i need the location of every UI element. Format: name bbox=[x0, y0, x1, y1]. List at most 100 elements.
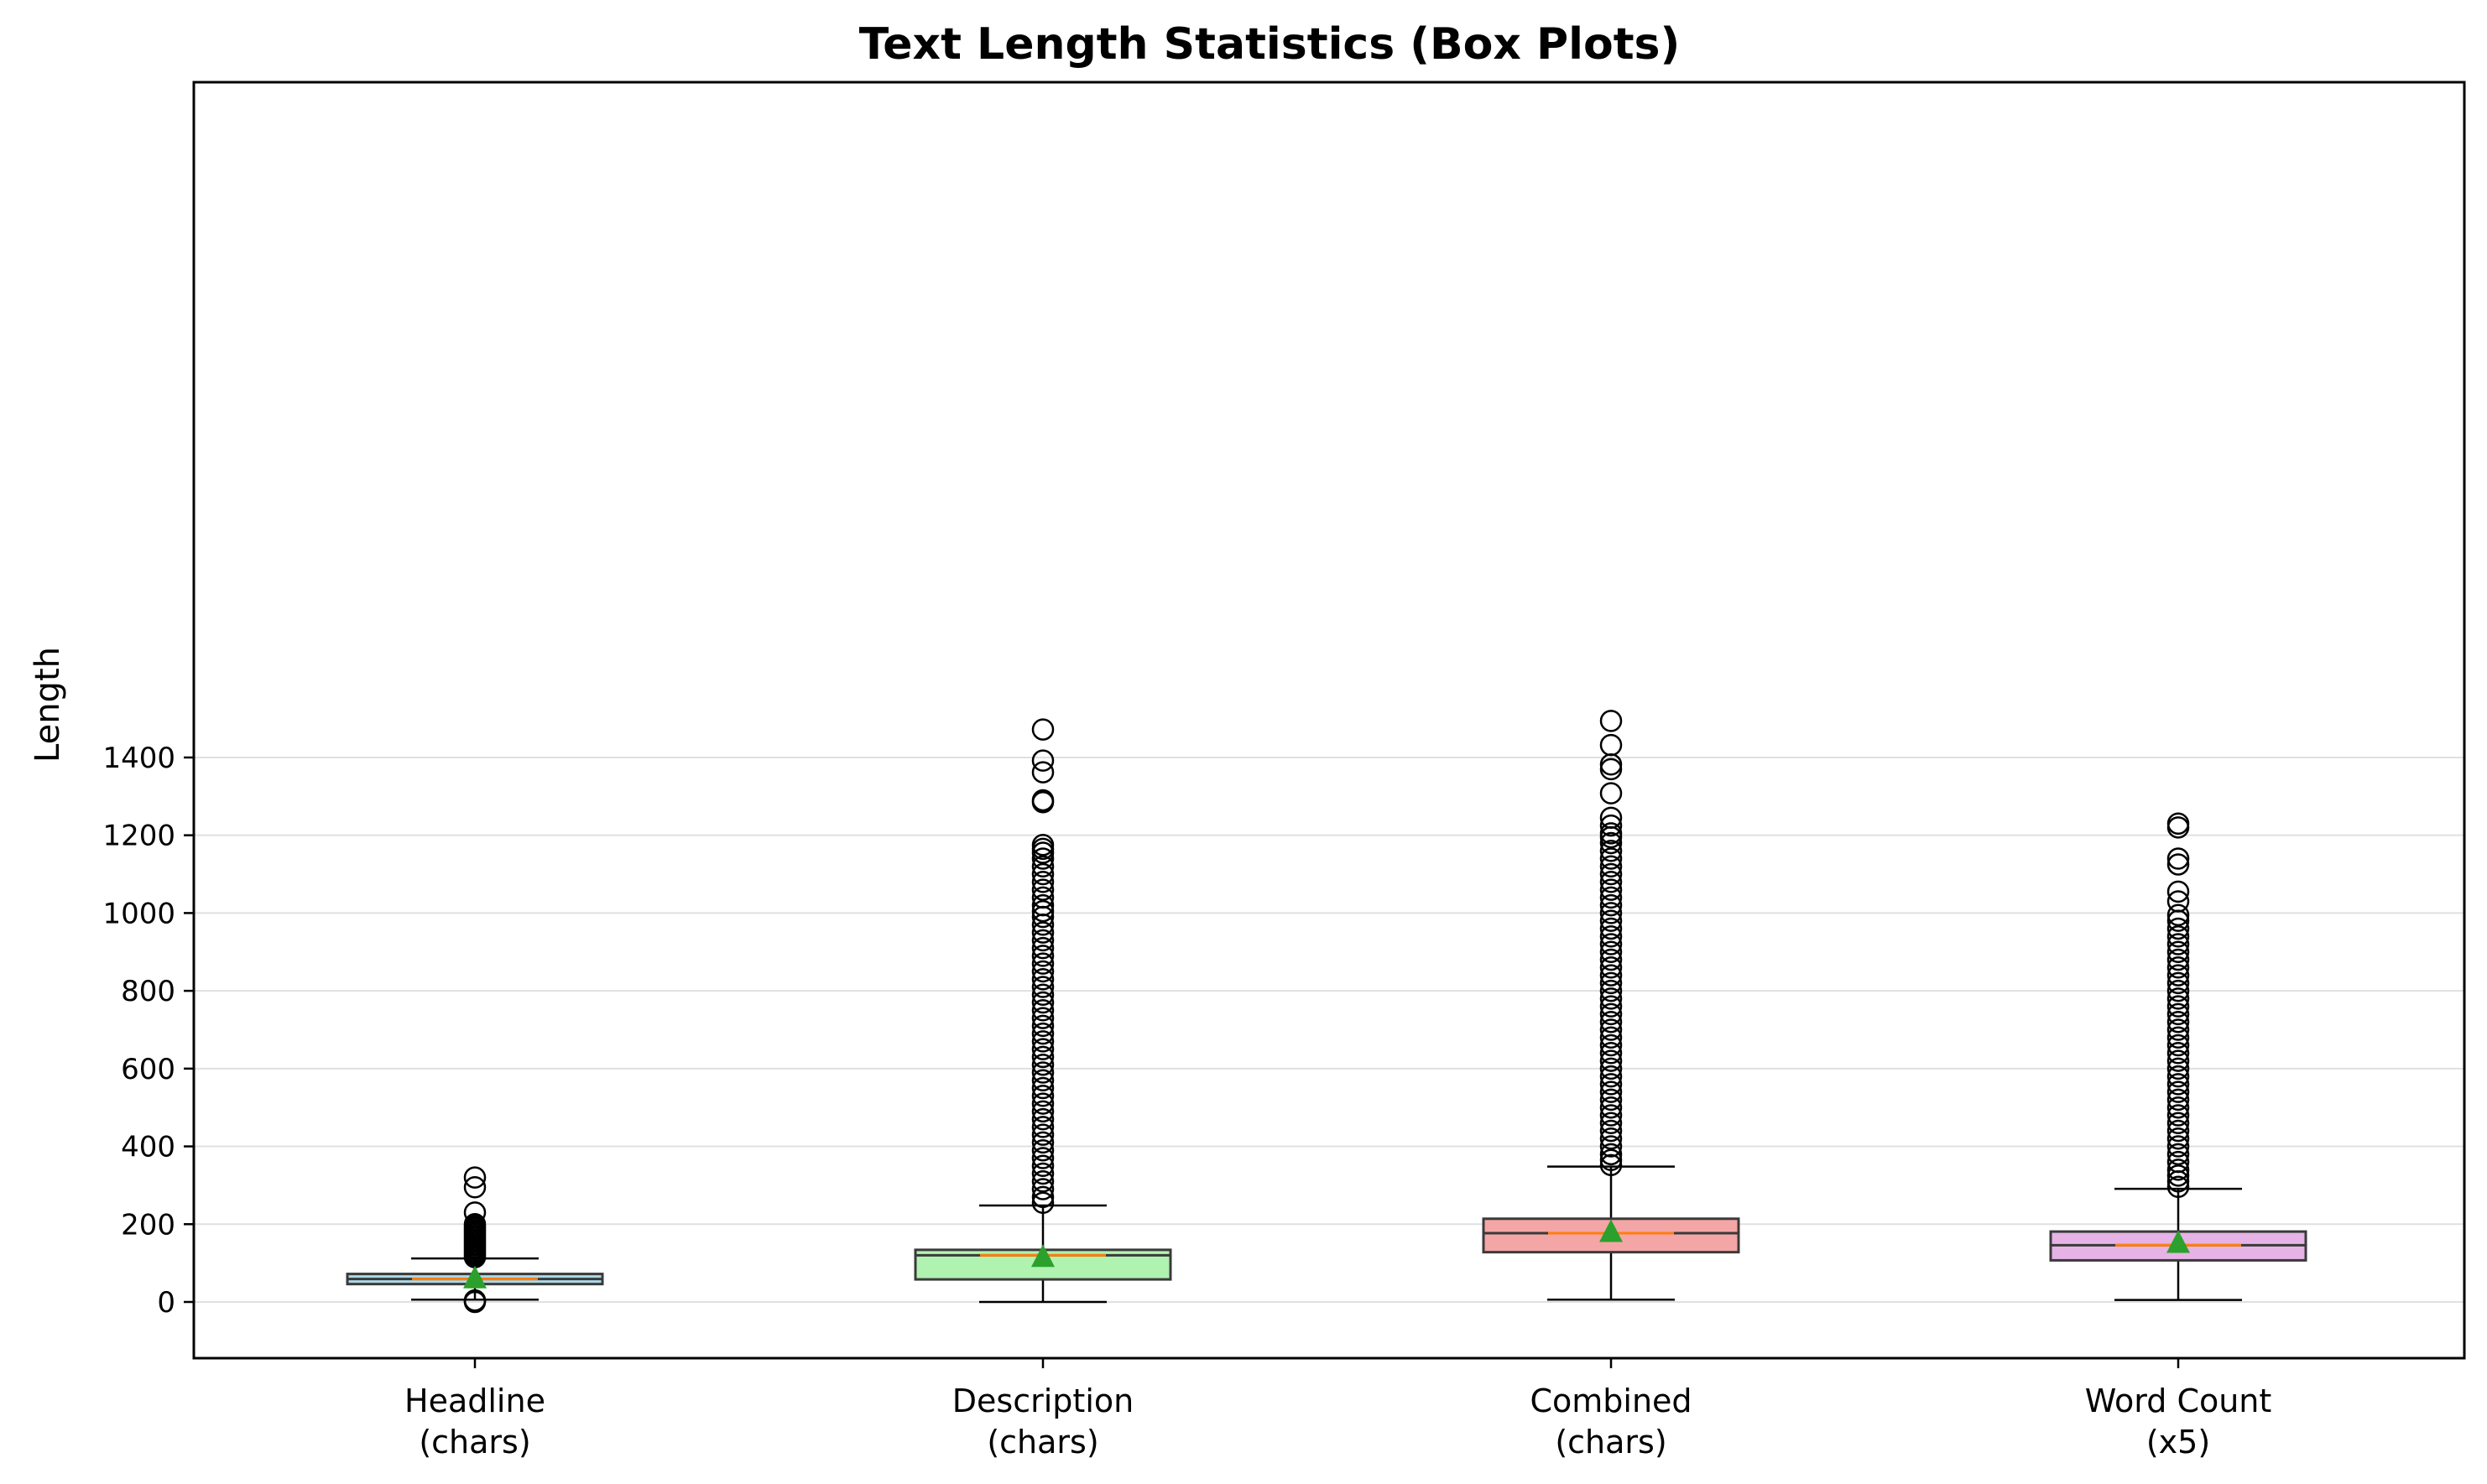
y-axis-ticks: 0 200 400 600 800 1000 1200 1400 bbox=[102, 742, 194, 1320]
x-tick-label-line2: (chars) bbox=[987, 1424, 1098, 1461]
outlier-point bbox=[1599, 839, 1623, 862]
outlier-point bbox=[1031, 871, 1055, 893]
outlier-point bbox=[2166, 903, 2190, 926]
outlier-point bbox=[2166, 1127, 2190, 1150]
outlier-point bbox=[1031, 921, 1055, 944]
mean-marker bbox=[1599, 1219, 1623, 1242]
outlier-point bbox=[1599, 987, 1623, 1010]
outlier-point bbox=[1031, 999, 1055, 1022]
outlier-point bbox=[1599, 893, 1623, 917]
outlier-point bbox=[2166, 917, 2190, 940]
outlier-point bbox=[1031, 976, 1055, 998]
outlier-point bbox=[1599, 814, 1623, 837]
x-tick-label-line1: Word Count bbox=[2085, 1382, 2272, 1419]
outlier-point bbox=[1031, 718, 1055, 741]
outlier-point bbox=[2166, 1104, 2190, 1127]
outlier-point bbox=[1599, 1002, 1623, 1026]
outlier-point bbox=[1031, 886, 1055, 909]
outlier-point bbox=[1031, 1045, 1055, 1069]
outlier-point bbox=[1599, 909, 1623, 932]
outlier-point bbox=[1599, 1049, 1623, 1072]
outlier-point bbox=[1031, 862, 1055, 886]
outlier-point bbox=[1031, 1100, 1055, 1123]
outlier-point bbox=[1599, 1026, 1623, 1049]
x-tick-label-line2: (chars) bbox=[1555, 1424, 1666, 1461]
outlier-point bbox=[1599, 1135, 1623, 1158]
outlier-point bbox=[1599, 782, 1623, 804]
outlier-point bbox=[2166, 1042, 2190, 1065]
outlier-point bbox=[2166, 979, 2190, 1002]
outlier-point bbox=[2166, 1159, 2190, 1181]
outlier-point bbox=[1599, 758, 1623, 781]
outlier-point bbox=[1599, 940, 1623, 964]
outlier-point bbox=[1599, 1119, 1623, 1143]
outlier-point bbox=[1031, 929, 1055, 952]
outlier-point bbox=[1599, 886, 1623, 909]
outlier-point bbox=[2166, 948, 2190, 971]
outlier-point bbox=[2166, 1150, 2190, 1174]
x-tick-label-line2: (chars) bbox=[419, 1424, 530, 1461]
outlier-point bbox=[1031, 1030, 1055, 1053]
y-tick-label-1200: 1200 bbox=[102, 820, 175, 853]
outlier-point bbox=[1031, 1178, 1055, 1200]
outlier-point bbox=[1031, 945, 1055, 967]
outlier-point bbox=[2166, 1073, 2190, 1096]
outlier-point bbox=[2166, 1026, 2190, 1049]
outlier-point bbox=[1031, 1162, 1055, 1185]
outlier-point bbox=[1599, 1104, 1623, 1127]
outlier-point bbox=[1031, 1185, 1055, 1209]
outlier-point bbox=[1031, 791, 1055, 814]
outlier-point bbox=[2166, 933, 2190, 955]
outlier-point bbox=[463, 1289, 487, 1312]
x-tick-label-line1: Headline bbox=[404, 1382, 545, 1419]
outlier-point bbox=[1031, 1014, 1055, 1038]
outlier-point bbox=[1599, 847, 1623, 870]
outlier-point bbox=[2166, 1143, 2190, 1166]
outlier-point bbox=[1031, 1069, 1055, 1091]
outlier-point bbox=[2166, 1002, 2190, 1026]
outlier-point bbox=[1031, 1138, 1055, 1162]
outlier-point bbox=[1031, 1123, 1055, 1146]
outlier-point bbox=[1599, 1042, 1623, 1065]
outlier-point bbox=[2166, 1065, 2190, 1088]
outlier-point bbox=[2166, 995, 2190, 1018]
mean-marker bbox=[463, 1265, 487, 1289]
outlier-point bbox=[1599, 924, 1623, 948]
outlier-point bbox=[2166, 853, 2190, 876]
outlier-point bbox=[1031, 761, 1055, 784]
y-tick-label-600: 600 bbox=[121, 1053, 175, 1086]
outlier-point bbox=[1599, 733, 1623, 757]
outlier-point bbox=[1031, 1022, 1055, 1045]
y-tick-label-1000: 1000 bbox=[102, 897, 175, 930]
outlier-point bbox=[2166, 1034, 2190, 1057]
outlier-point bbox=[2166, 987, 2190, 1010]
grid-lines bbox=[194, 756, 2464, 1303]
outlier-point bbox=[2166, 880, 2190, 903]
box-series-3 bbox=[2049, 812, 2307, 1301]
outlier-point bbox=[1599, 971, 1623, 995]
outlier-point bbox=[1599, 948, 1623, 971]
outlier-point bbox=[1031, 1053, 1055, 1076]
y-tick-label-1400: 1400 bbox=[102, 742, 175, 775]
y-tick-label-400: 400 bbox=[121, 1131, 175, 1164]
outlier-point bbox=[1031, 1147, 1055, 1169]
outlier-point bbox=[1599, 1065, 1623, 1088]
outlier-point bbox=[1599, 710, 1623, 732]
outlier-point bbox=[1031, 1116, 1055, 1138]
outlier-point bbox=[1031, 1191, 1055, 1215]
outlier-point bbox=[1031, 893, 1055, 917]
x-tick-label-line2: (x5) bbox=[2146, 1424, 2210, 1461]
outlier-point bbox=[1599, 806, 1623, 830]
outlier-point bbox=[1599, 1112, 1623, 1134]
outlier-point bbox=[463, 1175, 487, 1199]
outlier-point bbox=[1031, 1085, 1055, 1107]
outlier-point bbox=[1031, 1038, 1055, 1060]
outlier-point bbox=[1031, 1131, 1055, 1154]
outlier-point bbox=[2166, 890, 2190, 913]
outlier-point bbox=[1599, 871, 1623, 893]
outlier-point bbox=[1031, 1092, 1055, 1115]
outlier-point bbox=[1599, 917, 1623, 940]
outlier-point bbox=[1599, 855, 1623, 878]
y-tick-label-200: 200 bbox=[121, 1208, 175, 1242]
outlier-point bbox=[2166, 1112, 2190, 1134]
